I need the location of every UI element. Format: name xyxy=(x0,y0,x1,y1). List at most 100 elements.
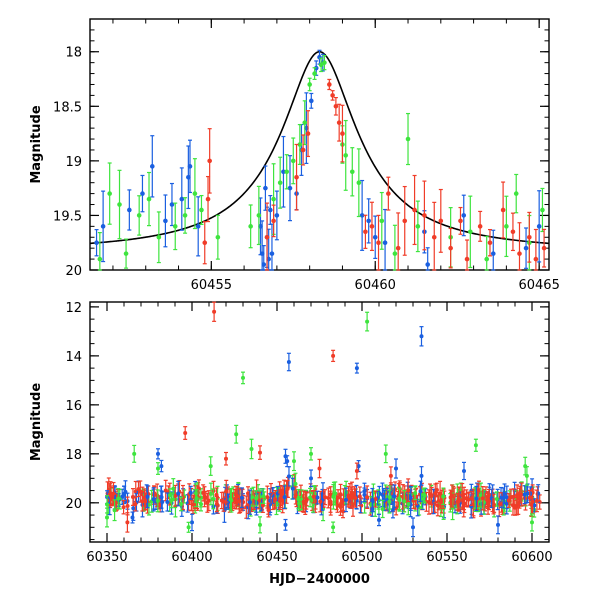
data-point-green xyxy=(241,371,245,385)
baseline-point xyxy=(494,491,499,507)
baseline-point xyxy=(265,485,270,509)
baseline-point xyxy=(406,478,411,503)
baseline-point xyxy=(138,480,143,503)
data-point-green xyxy=(258,516,262,534)
baseline-point xyxy=(194,489,199,508)
data-point-red xyxy=(369,201,375,252)
x-axis-title-bottom: HJD−2400000 xyxy=(269,572,370,587)
light-curve-full-panel: 60350 60400 60450 60500 60550 60600 12 14 16 18 20… xyxy=(29,301,553,587)
data-point-blue xyxy=(149,135,155,198)
baseline-point xyxy=(527,489,532,506)
data-point-blue xyxy=(366,198,371,244)
data-point-green xyxy=(248,204,253,249)
baseline-point xyxy=(112,499,117,522)
baseline-point xyxy=(433,483,438,504)
x-tick-label: 60455 xyxy=(191,278,232,293)
x-tick-label: 60600 xyxy=(511,550,552,565)
data-point-blue xyxy=(419,466,424,486)
baseline-point xyxy=(450,484,455,508)
y-axis-title-bottom: Magnitude xyxy=(29,383,44,462)
data-point-green xyxy=(172,202,178,251)
data-point-red xyxy=(533,228,539,271)
data-point-blue xyxy=(187,139,193,194)
points-top xyxy=(94,49,547,271)
baseline-point xyxy=(353,488,358,508)
baseline-point xyxy=(308,487,313,508)
data-point-blue xyxy=(377,513,381,527)
data-point-green xyxy=(524,466,529,486)
data-point-red xyxy=(422,180,427,251)
baseline-point xyxy=(346,485,351,506)
data-point-red xyxy=(271,204,276,238)
baseline-point xyxy=(373,490,378,508)
data-point-blue xyxy=(140,174,145,213)
data-point-red xyxy=(300,134,306,166)
y-tick-label: 19 xyxy=(65,155,82,170)
data-point-blue xyxy=(490,229,496,271)
data-point-green xyxy=(297,123,303,166)
baseline-point xyxy=(304,492,309,507)
data-point-green xyxy=(349,147,355,197)
x-tick-label: 60450 xyxy=(256,550,297,565)
data-point-green xyxy=(405,112,411,166)
data-point-green xyxy=(136,195,142,236)
data-point-blue xyxy=(309,469,313,488)
data-point-green xyxy=(284,154,290,190)
baseline-point xyxy=(519,482,524,507)
plot-frame-top xyxy=(89,18,550,271)
baseline-point xyxy=(142,488,147,507)
data-point-red xyxy=(527,211,532,263)
data-point-blue xyxy=(286,352,291,372)
data-point-blue xyxy=(195,196,201,257)
baseline-point xyxy=(214,495,219,513)
data-point-red xyxy=(330,90,335,101)
data-point-red xyxy=(363,214,368,249)
baseline-point xyxy=(323,489,328,506)
data-point-green xyxy=(530,513,534,532)
data-point-green xyxy=(356,148,362,218)
x-tick-label: 60400 xyxy=(171,550,212,565)
data-point-green xyxy=(192,158,198,230)
y-tick-label: 12 xyxy=(65,301,82,316)
baseline-point xyxy=(282,485,287,510)
x-tick-label: 60500 xyxy=(341,550,382,565)
x-tick-label: 60550 xyxy=(426,550,467,565)
plot-frame-bottom xyxy=(89,301,550,543)
data-point-green xyxy=(234,424,239,444)
baseline-point xyxy=(151,487,156,512)
baseline-point xyxy=(438,493,443,509)
data-point-green xyxy=(309,447,313,461)
baseline-point xyxy=(279,489,284,507)
data-point-green xyxy=(312,67,317,80)
data-point-red xyxy=(395,212,401,271)
data-point-green xyxy=(468,195,473,269)
data-point-red xyxy=(331,349,336,363)
baseline-point xyxy=(370,487,375,513)
baseline-point xyxy=(290,477,295,500)
baseline-point xyxy=(261,488,266,504)
baseline-point xyxy=(111,481,116,506)
data-point-red xyxy=(438,188,444,253)
baseline-point xyxy=(247,489,252,515)
data-point-blue xyxy=(190,513,194,532)
baseline-point xyxy=(208,482,213,506)
data-point-green xyxy=(156,462,160,475)
light-curve-zoom-panel: 60455 60460 60465 18 18.5 19 19.5 20 Magnitude xyxy=(29,18,560,293)
y-tick-label: 18 xyxy=(65,448,82,463)
data-point-blue xyxy=(411,517,415,538)
baseline-point xyxy=(326,487,331,509)
data-point-red xyxy=(258,445,262,460)
data-point-green xyxy=(307,77,312,92)
data-point-red xyxy=(376,214,381,271)
baseline-point xyxy=(196,479,201,498)
data-point-blue xyxy=(269,223,275,271)
data-point-blue xyxy=(283,518,288,531)
points-bottom xyxy=(105,301,542,538)
x-tick-label: 60460 xyxy=(355,278,396,293)
data-point-green xyxy=(484,235,490,271)
baseline-point xyxy=(328,492,333,516)
data-point-red xyxy=(305,110,311,158)
baseline-point xyxy=(211,488,216,510)
baseline-point xyxy=(167,488,172,503)
data-point-red xyxy=(541,228,547,268)
